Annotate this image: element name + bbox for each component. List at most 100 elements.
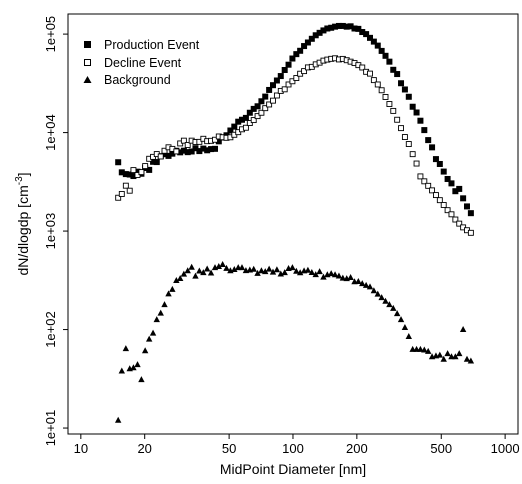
decline-event-point bbox=[301, 68, 308, 75]
production-event-point bbox=[452, 188, 459, 195]
production-event-point bbox=[192, 145, 199, 152]
decline-event-point bbox=[425, 182, 432, 189]
decline-event-point bbox=[448, 211, 455, 218]
background-point bbox=[463, 355, 471, 362]
legend-label-background: Background bbox=[104, 73, 171, 87]
legend-label-decline: Decline Event bbox=[104, 56, 182, 70]
background-point bbox=[134, 361, 141, 368]
background-point bbox=[327, 270, 335, 277]
background-point bbox=[265, 265, 273, 272]
decline-event-point bbox=[386, 101, 393, 107]
production-event-point bbox=[308, 35, 315, 42]
decline-event-point bbox=[382, 94, 389, 100]
production-event-point bbox=[363, 31, 370, 38]
background-point bbox=[176, 274, 184, 281]
x-tick-label: 200 bbox=[346, 441, 368, 456]
background-point bbox=[316, 268, 323, 275]
background-point bbox=[355, 277, 362, 284]
production-event-point bbox=[401, 86, 408, 93]
decline-event-point bbox=[467, 229, 474, 236]
background-point bbox=[362, 281, 370, 288]
production-event-point bbox=[269, 82, 276, 89]
background-point bbox=[200, 269, 207, 276]
production-event-point bbox=[351, 25, 358, 32]
background-point bbox=[421, 346, 428, 353]
background-point bbox=[335, 272, 343, 279]
background-point bbox=[184, 267, 191, 274]
production-event-point bbox=[118, 169, 125, 176]
background-point bbox=[173, 276, 180, 283]
production-event-point bbox=[460, 195, 467, 202]
production-event-point bbox=[448, 180, 455, 187]
decline-event-point bbox=[262, 105, 269, 112]
x-tick-label: 20 bbox=[137, 441, 151, 456]
production-event-point bbox=[273, 77, 280, 84]
background-point bbox=[203, 265, 211, 272]
production-event-point bbox=[374, 42, 381, 49]
background-point bbox=[169, 285, 176, 292]
decline-event-point bbox=[270, 97, 276, 104]
background-point bbox=[444, 350, 451, 357]
legend-marker-production bbox=[84, 41, 91, 48]
background-point bbox=[347, 273, 354, 280]
decline-event-point bbox=[122, 182, 129, 189]
production-event-point bbox=[130, 173, 137, 180]
background-point bbox=[452, 353, 459, 360]
production-event-point bbox=[382, 52, 389, 59]
background-point bbox=[440, 355, 447, 362]
production-event-point bbox=[421, 127, 428, 134]
background-point bbox=[424, 347, 432, 354]
background-point bbox=[339, 274, 347, 281]
background-point bbox=[281, 269, 288, 276]
decline-event-point bbox=[184, 142, 191, 148]
background-point bbox=[417, 345, 424, 352]
production-event-point bbox=[328, 24, 335, 31]
background-point bbox=[161, 301, 168, 308]
background-point bbox=[250, 265, 257, 272]
production-event-point bbox=[285, 61, 292, 68]
background-point bbox=[390, 304, 397, 311]
production-event-point bbox=[266, 86, 273, 93]
y-axis-label-close: ] bbox=[15, 172, 31, 176]
y-axis-label-exponent: -3 bbox=[14, 176, 25, 185]
x-tick-label: 50 bbox=[222, 441, 236, 456]
production-event-point bbox=[254, 103, 261, 110]
production-event-point bbox=[215, 138, 222, 145]
x-tick-label: 500 bbox=[430, 441, 452, 456]
production-event-point bbox=[180, 147, 187, 154]
production-event-point bbox=[153, 159, 160, 166]
production-event-point bbox=[196, 148, 203, 155]
background-point bbox=[223, 264, 230, 271]
production-event-point bbox=[227, 127, 234, 134]
decline-event-point bbox=[258, 109, 265, 116]
background-point bbox=[141, 347, 149, 354]
production-event-point bbox=[413, 109, 420, 116]
production-event-point bbox=[304, 39, 311, 46]
decline-event-point bbox=[452, 216, 459, 223]
production-event-point bbox=[440, 168, 447, 175]
background-point bbox=[262, 268, 269, 275]
production-event-point bbox=[208, 146, 215, 153]
data-points bbox=[114, 22, 475, 423]
background-point bbox=[196, 267, 203, 274]
production-event-point bbox=[134, 168, 141, 175]
production-event-point bbox=[398, 80, 405, 87]
production-event-point bbox=[335, 22, 342, 29]
decline-event-point bbox=[196, 138, 203, 145]
background-point bbox=[231, 266, 238, 273]
production-event-point bbox=[417, 117, 424, 124]
production-event-point bbox=[277, 73, 284, 80]
production-event-point bbox=[386, 58, 393, 65]
production-event-point bbox=[126, 171, 133, 178]
background-point bbox=[188, 263, 195, 270]
production-event-point bbox=[169, 150, 176, 157]
production-event-point bbox=[150, 158, 157, 165]
decline-event-point bbox=[421, 178, 428, 185]
production-event-point bbox=[204, 147, 211, 154]
background-point bbox=[238, 264, 246, 271]
decline-event-point bbox=[281, 86, 288, 93]
background-point bbox=[456, 350, 463, 357]
production-event-point bbox=[425, 137, 432, 144]
decline-event-point bbox=[374, 81, 381, 88]
